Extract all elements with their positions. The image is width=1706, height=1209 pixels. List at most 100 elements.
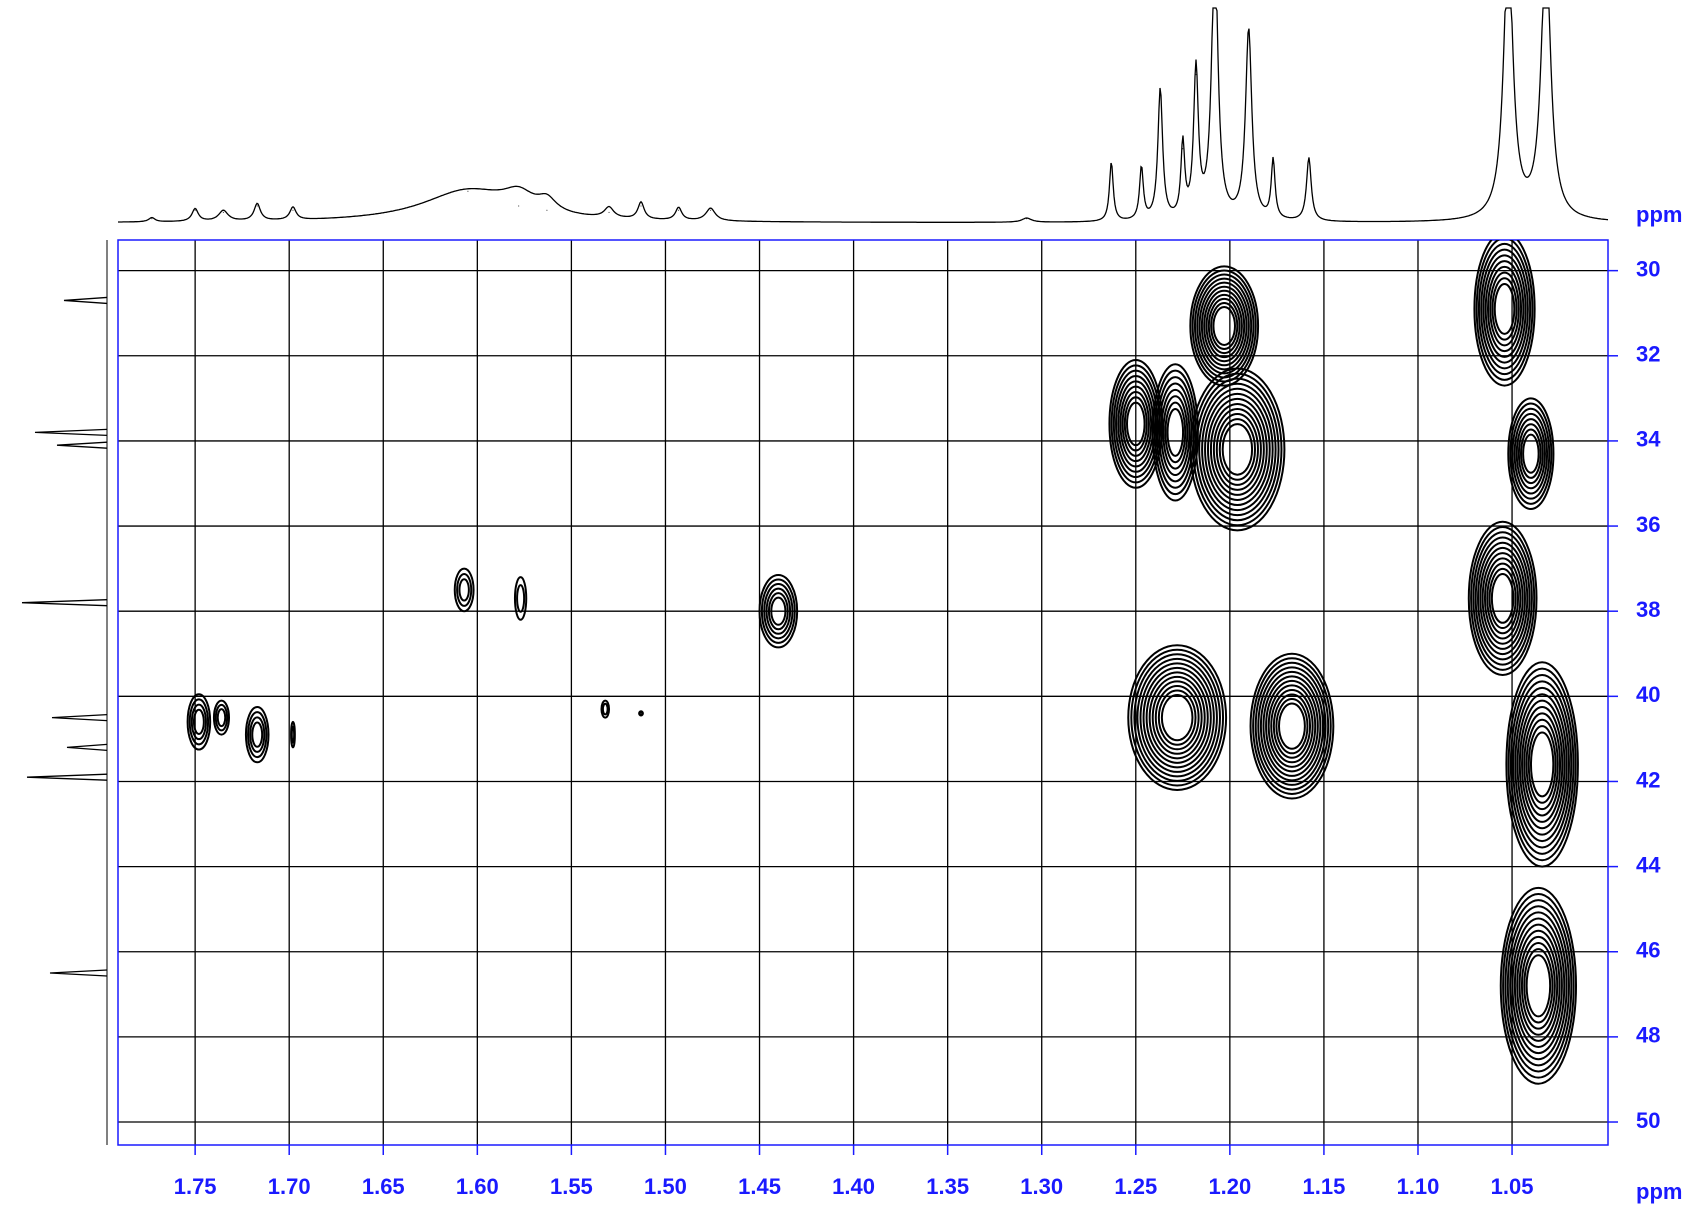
cross-peak-contour	[1212, 407, 1262, 491]
x-tick-label: 1.15	[1303, 1174, 1346, 1199]
cross-peak-contour	[1516, 929, 1561, 1042]
cross-peak-contour	[1119, 385, 1153, 463]
cross-peak-contour	[516, 584, 526, 613]
projection-left-peak	[34, 428, 108, 437]
y-tick-label: 34	[1636, 427, 1661, 452]
cross-peak-contour	[1249, 652, 1335, 800]
projection-top-peak	[256, 205, 258, 207]
cross-peak-contour	[1209, 402, 1265, 496]
y-tick-label: 50	[1636, 1108, 1660, 1133]
cross-peak-contour	[458, 578, 470, 602]
cross-peak-contour	[1509, 402, 1553, 505]
x-tick-label: 1.05	[1491, 1174, 1534, 1199]
cross-peak-contour	[212, 699, 230, 736]
cross-peak-contour	[600, 699, 611, 719]
cross-peak-contour	[767, 592, 789, 631]
cross-peak-contour	[251, 721, 264, 748]
cross-peak-contour	[1467, 520, 1538, 677]
cross-peak-contour	[1522, 433, 1540, 474]
cross-peak-contour	[1123, 396, 1148, 452]
cross-peak-contour	[1272, 693, 1312, 759]
x-tick-label: 1.45	[738, 1174, 781, 1199]
cross-peak-contour	[1472, 531, 1533, 666]
projection-top-peak	[292, 209, 294, 211]
cross-peak-contour	[1148, 675, 1206, 760]
projection-top-peak	[1195, 74, 1197, 76]
cross-peak-contour	[1491, 277, 1518, 341]
cross-peak-contour	[1139, 662, 1215, 773]
cross-peak-contour	[1493, 283, 1516, 335]
cross-peak-contour	[1193, 273, 1255, 379]
cross-peak-contour	[1212, 306, 1236, 346]
cross-peak-contour	[1160, 694, 1194, 742]
cross-peak-contour	[1215, 413, 1259, 486]
cross-peak-contour	[1488, 567, 1517, 630]
cross-peak-contour	[453, 567, 475, 613]
cross-peak-contour	[1481, 552, 1524, 645]
cross-peak-contour	[1523, 712, 1562, 817]
cross-peak-contour	[1486, 562, 1520, 635]
projection-top-peak	[546, 209, 548, 211]
cross-peak-contour	[601, 702, 609, 716]
projection-top-peak	[518, 205, 520, 207]
cross-peak-contour	[513, 576, 528, 621]
cross-peak-contour	[1477, 541, 1529, 656]
cross-peak-contour	[1275, 697, 1309, 755]
cross-peak-contour	[1489, 271, 1520, 347]
projection-top-peak	[1214, 7, 1216, 9]
cross-peak-contour	[1126, 401, 1146, 447]
projection-top-peak	[1272, 163, 1274, 165]
projection-left-peak	[56, 441, 108, 449]
cross-peak-contour	[249, 716, 266, 753]
y-tick-label: 42	[1636, 767, 1660, 792]
cross-peak-contour	[247, 711, 268, 759]
cross-peak-contour	[1514, 686, 1570, 843]
cross-peak-contour	[456, 572, 473, 607]
cross-peak-contour	[1130, 648, 1225, 787]
cross-peak-contour	[1517, 423, 1544, 485]
cross-peak-contour	[1262, 675, 1322, 777]
cross-peak-contour	[1477, 242, 1532, 376]
x-tick-label: 1.50	[644, 1174, 687, 1199]
cross-peak-contour	[1521, 705, 1564, 823]
cross-peak-contour	[1259, 670, 1324, 782]
projection-top-peak	[1507, 7, 1509, 9]
projection-top-peak	[1159, 91, 1161, 93]
cross-peak-contour	[638, 711, 644, 716]
y-tick-label: 32	[1636, 342, 1660, 367]
cross-peak-contour	[1505, 661, 1579, 868]
cross-peak-contour	[1473, 240, 1536, 387]
x-tick-label: 1.60	[456, 1174, 499, 1199]
cross-peak-contour	[1513, 923, 1563, 1048]
cross-peak-contour	[1252, 657, 1332, 795]
y-tick-label: 38	[1636, 597, 1660, 622]
cross-peak-contour	[1154, 684, 1200, 751]
cross-peak-contour	[1196, 277, 1253, 375]
cross-peak-contour	[1265, 679, 1319, 773]
cross-peak-contour	[1518, 699, 1566, 830]
cross-peak-contour	[1507, 397, 1555, 511]
cross-peak-contour	[186, 693, 212, 751]
projection-top-peak	[1182, 148, 1184, 150]
cross-peak-contour	[1166, 407, 1185, 457]
y-tick-label: 44	[1636, 852, 1661, 877]
cross-peak-contour	[1160, 388, 1191, 476]
projection-top-peak	[1545, 7, 1547, 9]
y-tick-label: 30	[1636, 256, 1660, 281]
cross-peak-contour	[1515, 418, 1546, 490]
cross-peak-contour	[1518, 935, 1559, 1036]
cross-peak-contour	[758, 574, 799, 649]
cross-peak-contour	[1203, 289, 1246, 363]
cross-peak-contour	[1506, 905, 1570, 1067]
projection-left-peak	[63, 296, 108, 305]
projection-top-peak	[1026, 218, 1028, 220]
cross-peak-contour	[188, 698, 210, 746]
y-axis-label: ppm	[1636, 1179, 1682, 1204]
cross-peak-contour	[1164, 401, 1187, 464]
cross-peak-contour	[244, 705, 270, 764]
cross-peak-contour	[1490, 573, 1515, 624]
cross-peak-contour	[1204, 392, 1271, 507]
cross-peak-contour	[1523, 948, 1554, 1024]
cross-peak-contour	[1483, 557, 1522, 640]
